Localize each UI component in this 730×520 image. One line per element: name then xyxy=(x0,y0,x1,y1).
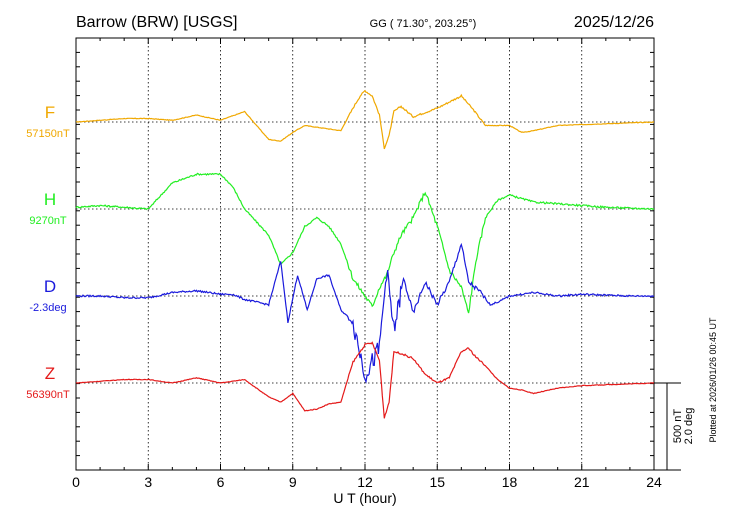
x-tick-label: 12 xyxy=(357,474,373,490)
station-coordinates: GG ( 71.30°, 203.25°) xyxy=(370,18,477,30)
series-lines xyxy=(75,89,655,419)
x-tick-label: 9 xyxy=(289,474,297,490)
chart-title: Barrow (BRW) [USGS] xyxy=(76,14,238,31)
series-name-z: Z xyxy=(45,364,55,383)
x-tick-label: 3 xyxy=(144,474,152,490)
x-tick-label: 21 xyxy=(574,474,590,490)
scale-nt-label: 500 nT xyxy=(672,409,684,444)
series-labels: F 57150nT H 9270nT D -2.3deg Z 56390nT xyxy=(26,103,70,401)
x-tick-label: 0 xyxy=(72,474,80,490)
plotted-at-note: Plotted at 2026/01/26 00:45 UT xyxy=(708,317,718,443)
series-baseline-d: -2.3deg xyxy=(29,302,66,314)
series-line-f xyxy=(75,89,655,150)
series-name-h: H xyxy=(44,190,56,209)
x-tick-labels: 0 3 6 9 12 15 18 21 24 xyxy=(72,474,662,490)
series-line-z xyxy=(75,341,655,419)
series-name-d: D xyxy=(44,277,56,296)
scale-bar: 500 nT 2.0 deg xyxy=(654,382,695,471)
scale-deg-label: 2.0 deg xyxy=(683,408,695,445)
series-baseline-z: 56390nT xyxy=(26,389,70,401)
x-tick-label: 18 xyxy=(502,474,518,490)
chart-date: 2025/12/26 xyxy=(574,14,654,31)
x-axis-label: U T (hour) xyxy=(333,490,396,506)
series-line-d xyxy=(75,242,655,384)
series-line-h xyxy=(75,172,655,314)
vertical-grid xyxy=(147,38,583,470)
minor-ticks xyxy=(75,37,655,471)
x-tick-label: 15 xyxy=(429,474,445,490)
series-name-f: F xyxy=(45,103,55,122)
x-tick-label: 6 xyxy=(217,474,225,490)
series-baseline-f: 57150nT xyxy=(26,128,70,140)
series-baseline-h: 9270nT xyxy=(29,215,67,227)
x-tick-label: 24 xyxy=(646,474,662,490)
